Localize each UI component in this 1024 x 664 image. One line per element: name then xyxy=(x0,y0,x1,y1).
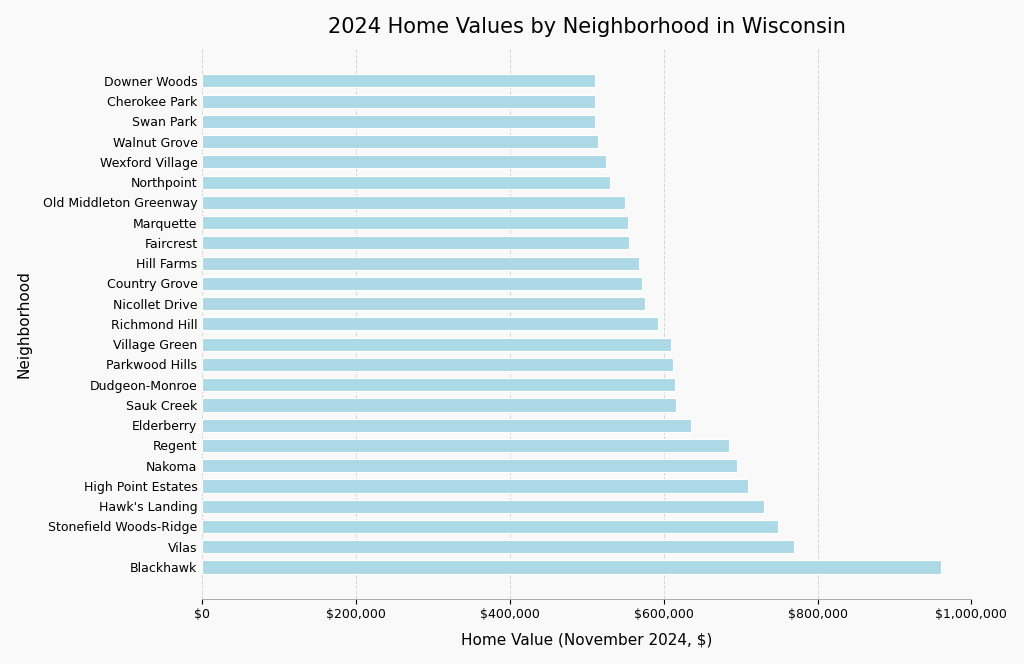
X-axis label: Home Value (November 2024, $): Home Value (November 2024, $) xyxy=(461,632,713,647)
Bar xyxy=(203,74,595,88)
Bar xyxy=(203,358,673,371)
Bar xyxy=(203,540,795,553)
Bar xyxy=(203,378,675,391)
Bar xyxy=(203,317,657,331)
Bar xyxy=(203,216,628,229)
Bar xyxy=(203,439,729,452)
Bar xyxy=(203,337,672,351)
Bar xyxy=(203,297,644,310)
Bar xyxy=(203,459,737,472)
Bar xyxy=(203,277,642,290)
Y-axis label: Neighborhood: Neighborhood xyxy=(16,270,32,378)
Bar xyxy=(203,398,676,412)
Bar xyxy=(203,94,595,108)
Title: 2024 Home Values by Neighborhood in Wisconsin: 2024 Home Values by Neighborhood in Wisc… xyxy=(328,17,846,37)
Bar xyxy=(203,135,598,148)
Bar xyxy=(203,560,941,574)
Bar xyxy=(203,418,690,432)
Bar xyxy=(203,256,639,270)
Bar xyxy=(203,115,595,128)
Bar xyxy=(203,155,606,169)
Bar xyxy=(203,520,777,533)
Bar xyxy=(203,479,749,493)
Bar xyxy=(203,175,610,189)
Bar xyxy=(203,236,629,250)
Bar xyxy=(203,499,764,513)
Bar xyxy=(203,196,626,209)
